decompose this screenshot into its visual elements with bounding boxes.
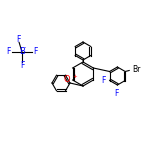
Text: F: F [101, 76, 106, 85]
Text: Br: Br [132, 65, 141, 74]
Text: B: B [19, 47, 25, 57]
Text: F: F [6, 47, 11, 57]
Text: F: F [33, 47, 38, 57]
Text: +: + [72, 74, 77, 78]
Text: F: F [114, 89, 119, 98]
Text: -: - [24, 45, 26, 50]
Text: F: F [16, 35, 20, 44]
Text: F: F [20, 61, 24, 70]
Text: O: O [64, 74, 71, 83]
